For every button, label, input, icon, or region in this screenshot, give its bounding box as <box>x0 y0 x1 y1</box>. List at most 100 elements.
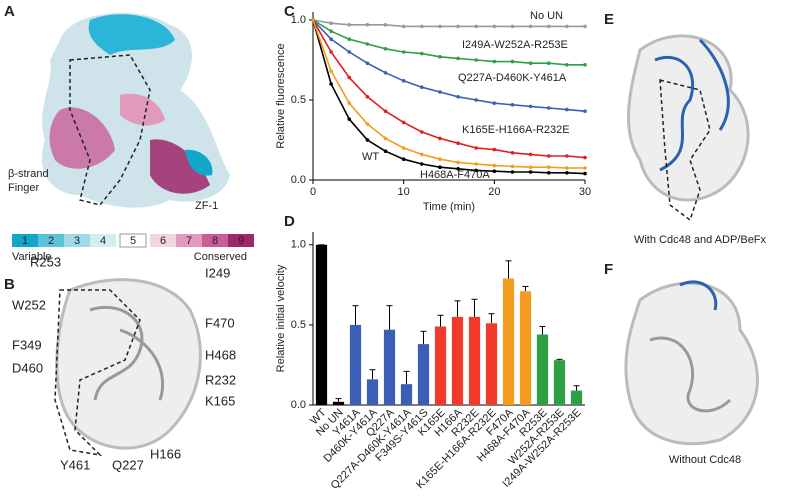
series-line <box>312 19 586 175</box>
point <box>456 24 460 29</box>
scale-cell <box>202 234 228 247</box>
caption: Without Cdc48 <box>669 454 741 466</box>
series-label: H468A-F470A <box>420 169 490 181</box>
point <box>420 152 424 157</box>
cartoon-render <box>627 34 750 222</box>
point <box>583 24 587 29</box>
residue-label: Y461 <box>60 457 90 472</box>
y-tick-label: 1.0 <box>291 14 306 26</box>
bar <box>315 244 328 405</box>
y-tick-label: 0.0 <box>291 174 306 186</box>
residue-label: I249 <box>205 265 230 280</box>
point <box>401 79 406 83</box>
point <box>329 29 333 33</box>
x-tick-label: 10 <box>398 186 410 198</box>
point <box>492 169 497 173</box>
point <box>474 98 479 102</box>
scale-cell <box>90 234 116 247</box>
surface-render <box>41 12 230 208</box>
point <box>347 101 352 105</box>
point <box>329 69 333 73</box>
point <box>583 166 587 170</box>
panel-letter: E <box>604 11 614 28</box>
bar <box>349 324 362 405</box>
point <box>365 122 370 126</box>
point <box>347 37 352 41</box>
point <box>456 56 460 61</box>
point <box>383 71 388 75</box>
bar <box>519 291 532 405</box>
point <box>510 170 515 174</box>
point <box>546 24 551 29</box>
scale-number: 2 <box>48 235 54 247</box>
point <box>510 151 515 155</box>
bar <box>485 323 498 405</box>
point <box>546 106 551 110</box>
point <box>329 50 333 54</box>
point <box>474 162 479 166</box>
point <box>474 24 479 29</box>
bar <box>417 344 430 405</box>
point <box>510 24 515 29</box>
point <box>383 47 388 51</box>
bar <box>536 334 549 405</box>
point <box>546 165 551 169</box>
point <box>401 24 406 29</box>
bar <box>451 316 464 405</box>
residue-label: R232 <box>205 372 236 387</box>
bar <box>570 390 583 405</box>
scale-cell <box>38 234 64 247</box>
panel-letter: B <box>4 276 15 293</box>
scale-cell <box>150 234 176 247</box>
annotation: ZF-1 <box>195 200 218 212</box>
bar <box>502 278 515 405</box>
point <box>510 103 515 107</box>
point <box>438 55 442 59</box>
x-axis-label: Time (min) <box>423 201 475 213</box>
point <box>492 163 497 168</box>
point <box>528 170 533 174</box>
point <box>456 160 460 165</box>
point <box>456 167 460 171</box>
point <box>456 141 460 145</box>
scale-label: Conserved <box>194 251 247 263</box>
point <box>528 24 533 29</box>
point <box>401 157 406 161</box>
point <box>311 18 315 22</box>
point <box>583 171 587 176</box>
point <box>438 136 442 141</box>
bar <box>468 316 481 405</box>
residue-label: R253 <box>30 254 61 269</box>
point <box>492 101 497 105</box>
bar <box>366 379 379 405</box>
y-axis-label: Relative initial velocity <box>275 264 287 372</box>
series-label: I249A-W252A-R253E <box>462 39 568 51</box>
point <box>438 24 442 29</box>
point <box>329 21 333 26</box>
point <box>438 165 442 169</box>
panel-letter: F <box>604 261 613 278</box>
point <box>365 95 370 99</box>
bar <box>553 360 566 405</box>
panel-letter: A <box>4 3 15 20</box>
series-line <box>312 19 585 28</box>
point <box>383 23 388 27</box>
scale-cell <box>228 234 254 247</box>
point <box>565 154 569 158</box>
residue-labels: R253 I249 W252 F470 H468 F349 D460 R232 K165 H166… <box>12 254 236 472</box>
annotation: β-strand <box>8 168 49 180</box>
point <box>565 171 569 175</box>
point <box>365 61 370 65</box>
scale-cell <box>12 234 38 247</box>
point <box>347 75 352 80</box>
point <box>528 104 533 109</box>
point <box>565 63 569 67</box>
point <box>401 146 406 150</box>
bar <box>400 384 413 405</box>
point <box>420 130 424 134</box>
point <box>401 120 406 125</box>
cartoon-render <box>624 280 759 446</box>
point <box>383 136 388 141</box>
scale-number: 1 <box>22 235 28 247</box>
